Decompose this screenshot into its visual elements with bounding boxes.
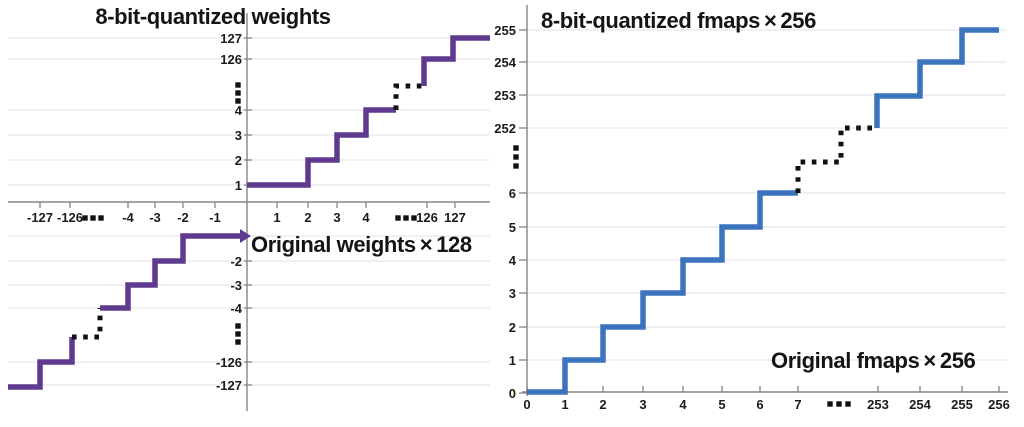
- weights-x-tick-label: 126: [416, 210, 438, 225]
- weights-axis-break-dot: [235, 98, 241, 104]
- weights-y-tick-label: -126: [216, 355, 242, 370]
- fmaps-x-tick-label: 254: [909, 397, 931, 412]
- weights-y-tick-label: 126: [220, 52, 242, 67]
- weights-y-tick-label: -127: [216, 378, 242, 393]
- weights-y-tick-label: 1: [235, 178, 242, 193]
- weights-axis-break-dot: [403, 215, 409, 221]
- weights-axis-break-dot: [395, 215, 401, 221]
- weights-arrowhead: [240, 229, 251, 243]
- fmaps-x-tick-label: 5: [718, 397, 725, 412]
- weights-y-tick-label: -4: [230, 301, 242, 316]
- weights-staircase-solid-segment: [421, 35, 490, 86]
- weights-y-tick-label: 3: [235, 128, 242, 143]
- fmaps-x-tick-label: 255: [951, 397, 973, 412]
- fmaps-axis-break-dot: [827, 401, 833, 407]
- fmaps-axis-break-dot: [513, 145, 519, 151]
- fmaps-x-tick-label: 2: [599, 397, 606, 412]
- fmaps-y-tick-label: 6: [509, 186, 516, 201]
- weights-x-tick-label: -4: [122, 210, 134, 225]
- fmaps-staircase-solid-segment: [527, 190, 798, 395]
- weights-y-tick-label: -2: [230, 254, 242, 269]
- weights-staircase-dotted-segment: [72, 308, 103, 340]
- weights-staircase-dotted-segment: [393, 83, 424, 110]
- weights-staircase-solid-segment: [247, 107, 396, 188]
- weights-y-tick-label: 127: [220, 31, 242, 46]
- weights-axis-break-dot: [82, 215, 88, 221]
- fmaps-staircase-solid-segment: [874, 27, 999, 128]
- weights-x-tick-label: -1: [209, 210, 221, 225]
- weights-axis-break-dot: [411, 215, 417, 221]
- fmaps-xaxis-label: Original fmaps × 256: [771, 348, 976, 373]
- weights-axis-break-dot: [90, 215, 96, 221]
- fmaps-x-tick-label: 1: [561, 397, 568, 412]
- weights-axis-break-dot: [235, 90, 241, 96]
- fmaps-axis-break-dot: [836, 401, 842, 407]
- fmaps-axis-break-dot: [845, 401, 851, 407]
- fmaps-x-tick-label: 4: [679, 397, 687, 412]
- weights-x-tick-label: 3: [333, 210, 340, 225]
- fmaps-x-tick-label: 253: [867, 397, 889, 412]
- fmaps-x-tick-label: 256: [988, 397, 1010, 412]
- weights-axis-break-dot: [235, 331, 241, 337]
- fmaps-y-tick-label: 253: [494, 88, 516, 103]
- fmaps-y-tick-label: 252: [494, 121, 516, 136]
- fmaps-y-tick-label: 1: [509, 353, 516, 368]
- weights-axis-break-dot: [235, 82, 241, 88]
- fmaps-y-tick-label: 5: [509, 220, 516, 235]
- weights-y-tick-label: 2: [235, 153, 242, 168]
- weights-chart-title: 8-bit-quantized weights: [95, 4, 331, 29]
- weights-y-tick-label: -3: [230, 278, 242, 293]
- weights-x-tick-label: 127: [444, 210, 466, 225]
- fmaps-y-tick-label: 0: [509, 386, 516, 401]
- fmaps-chart-title: 8-bit-quantized fmaps × 256: [541, 8, 816, 33]
- weights-x-tick-label: -3: [149, 210, 161, 225]
- fmaps-staircase-dotted-segment: [795, 125, 877, 193]
- fmaps-axis-break-dot: [513, 163, 519, 169]
- fmaps-x-tick-label: 6: [756, 397, 763, 412]
- weights-x-tick-label: -127: [27, 210, 53, 225]
- weights-x-tick-label: -126: [57, 210, 83, 225]
- fmaps-y-tick-label: 2: [509, 320, 516, 335]
- weights-x-tick-label: 1: [273, 210, 280, 225]
- weights-x-tick-label: 4: [362, 210, 370, 225]
- weights-x-tick-label: -2: [177, 210, 189, 225]
- weights-axis-break-dot: [235, 339, 241, 345]
- fmaps-y-tick-label: 255: [494, 23, 516, 38]
- fmaps-y-tick-label: 4: [509, 253, 517, 268]
- fmaps-x-tick-label: 7: [794, 397, 801, 412]
- weights-staircase-solid-segment: [8, 337, 75, 390]
- weights-xaxis-label: Original weights × 128: [251, 232, 472, 257]
- weights-y-tick-label: 4: [235, 103, 243, 118]
- weights-staircase-solid-segment: [100, 233, 242, 311]
- fmaps-x-tick-label: 0: [523, 397, 530, 412]
- weights-axis-break-dot: [235, 323, 241, 329]
- fmaps-axis-break-dot: [513, 154, 519, 160]
- fmaps-y-tick-label: 3: [509, 286, 516, 301]
- fmaps-y-tick-label: 254: [494, 55, 516, 70]
- fmaps-x-tick-label: 3: [639, 397, 646, 412]
- weights-x-tick-label: 2: [304, 210, 311, 225]
- weights-axis-break-dot: [98, 215, 104, 221]
